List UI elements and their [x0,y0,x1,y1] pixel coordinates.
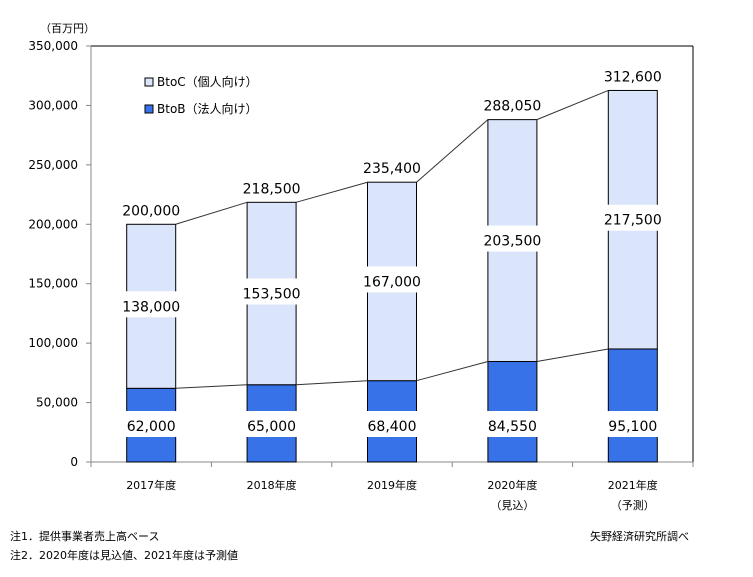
btob-connector-line [175,384,248,389]
source-note: 矢野経済研究所調べ [590,530,689,543]
y-tick-label: 300,000 [28,98,78,112]
data-label-btoc: 167,000 [363,274,421,290]
bar-btob [607,348,658,463]
label-bg [122,291,180,318]
note-1: 注1．提供事業者売上高ベース [10,530,160,543]
total-connector-line [536,89,609,121]
data-label-btob: 65,000 [247,419,296,435]
legend-label: BtoB（法人向け） [157,101,258,116]
data-label-total: 288,050 [483,99,541,115]
x-tick-label: 2020年度 [487,478,537,492]
y-tick-label: 200,000 [28,217,78,231]
y-tick-label: 50,000 [36,396,78,410]
y-tick-label: 150,000 [28,277,78,291]
btob-connector-line [416,361,489,382]
btob-connector-line [536,348,609,362]
label-bg [604,411,662,437]
legend-label: BtoC（個人向け） [157,74,258,89]
data-label-btoc: 203,500 [483,234,541,250]
total-connector-line [416,119,489,183]
data-label-total: 218,500 [243,181,301,197]
data-label-btoc: 153,500 [243,287,301,303]
x-tick-label: （予測） [611,498,655,512]
label-bg [363,266,421,293]
btob-connector-line [296,380,368,386]
legend-swatch [144,77,154,87]
data-label-btoc: 217,500 [604,213,662,229]
x-tick-label: 2019年度 [367,478,417,492]
data-label-btob: 95,100 [608,419,657,435]
label-bg [483,411,541,437]
x-tick-label: 2017年度 [126,478,176,492]
y-unit-label: （百万円） [40,22,95,35]
label-bg [243,411,301,437]
x-tick-label: 2018年度 [247,478,297,492]
data-label-total: 312,600 [604,69,662,85]
data-label-btob: 84,550 [488,419,537,435]
label-bg [604,204,662,231]
legend-swatch [144,104,154,114]
label-bg [243,278,301,305]
y-tick-label: 350,000 [28,39,78,53]
y-tick-label: 100,000 [28,336,78,350]
label-bg [363,411,421,437]
y-tick-label: 0 [70,455,78,469]
data-label-total: 235,400 [363,161,421,177]
total-connector-line [175,201,248,225]
y-tick-label: 250,000 [28,158,78,172]
data-label-btoc: 138,000 [122,299,180,315]
x-tick-label: 2021年度 [608,478,658,492]
note-2: 注2．2020年度は見込値、2021年度は予測値 [10,549,238,562]
label-bg [122,411,180,437]
x-tick-label: （見込） [490,499,534,512]
data-label-btob: 68,400 [368,419,417,435]
total-connector-line [295,181,368,203]
data-label-total: 200,000 [122,203,180,219]
data-label-btob: 62,000 [127,419,176,435]
label-bg [483,225,541,252]
